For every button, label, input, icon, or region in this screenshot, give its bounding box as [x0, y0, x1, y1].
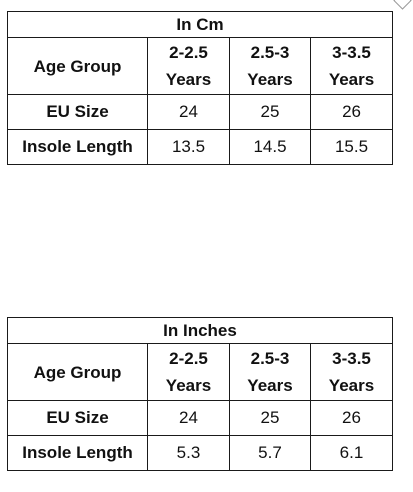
table-cell: 6.1 [310, 435, 393, 471]
table-row: EU Size 24 25 26 [7, 400, 393, 436]
column-header: 2.5-3 Years [229, 37, 311, 95]
table-row: Insole Length 5.3 5.7 6.1 [7, 435, 393, 471]
column-header-unit: Years [328, 376, 375, 395]
column-header-range: 2.5-3 [250, 349, 290, 368]
table-row: Insole Length 13.5 14.5 15.5 [7, 129, 394, 165]
column-header: 3-3.5 Years [309, 37, 394, 95]
table-cell: 5.3 [147, 435, 230, 471]
table-cell: 25 [229, 94, 311, 130]
column-header-range: 2-2.5 [169, 43, 208, 62]
table-cell: 26 [310, 400, 393, 436]
table-header-row: Age Group 2-2.5 Years 2.5-3 Years 3-3.5 … [7, 37, 394, 95]
column-header: 2.5-3 Years [229, 343, 311, 401]
column-header: 2-2.5 Years [147, 37, 230, 95]
table-row: EU Size 24 25 26 [7, 94, 394, 130]
table-cell: 26 [309, 94, 394, 130]
table-title: In Cm [6, 11, 394, 38]
size-chart-inches-table: In Inches Age Group 2-2.5 Years 2.5-3 Ye… [7, 317, 393, 471]
table-cell: 24 [147, 400, 230, 436]
age-group-header: Age Group [7, 37, 148, 95]
table-cell: 24 [147, 94, 230, 130]
table-cell: 5.7 [229, 435, 311, 471]
row-label: EU Size [7, 400, 148, 436]
table-cell: 14.5 [229, 129, 311, 165]
table-cell: 13.5 [147, 129, 230, 165]
column-header-range: 2-2.5 [169, 349, 208, 368]
table-cell: 25 [229, 400, 311, 436]
column-header-unit: Years [165, 376, 212, 395]
table-title-row: In Cm [6, 11, 394, 38]
column-header: 3-3.5 Years [310, 343, 393, 401]
column-header-range: 3-3.5 [332, 349, 371, 368]
age-group-header: Age Group [7, 343, 148, 401]
column-header-unit: Years [165, 70, 212, 89]
column-header-range: 3-3.5 [332, 43, 371, 62]
row-label: Insole Length [7, 435, 148, 471]
column-header-unit: Years [247, 376, 293, 395]
size-chart-cm-table: In Cm Age Group 2-2.5 Years 2.5-3 Years … [6, 11, 394, 165]
column-header-unit: Years [247, 70, 293, 89]
row-label: EU Size [7, 94, 148, 130]
table-cell: 15.5 [309, 129, 394, 165]
table-header-row: Age Group 2-2.5 Years 2.5-3 Years 3-3.5 … [7, 343, 393, 401]
table-title-row: In Inches [7, 317, 393, 344]
column-header: 2-2.5 Years [147, 343, 230, 401]
dropdown-chevron-icon[interactable] [393, 0, 412, 10]
column-header-unit: Years [328, 70, 375, 89]
table-title: In Inches [7, 317, 393, 344]
row-label: Insole Length [7, 129, 148, 165]
column-header-range: 2.5-3 [250, 43, 290, 62]
